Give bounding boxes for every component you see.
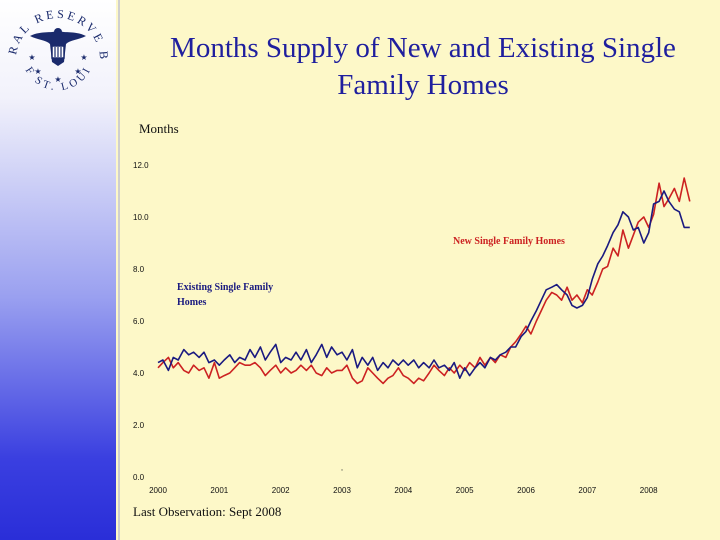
y-tick-label: 2.0	[133, 421, 145, 430]
x-tick-label: 2007	[578, 486, 596, 495]
title-line-2: Family Homes	[337, 69, 509, 101]
svg-text:★: ★	[34, 67, 41, 76]
existing-homes-label: Existing Single Family	[177, 282, 273, 293]
stray-mark: .	[341, 463, 344, 474]
existing-homes-line	[157, 190, 690, 379]
x-tick-labels: 2000 2001 2002 2003 2004 2005 2006 2007 2008	[149, 486, 658, 495]
y-tick-label: 6.0	[133, 317, 145, 326]
y-tick-label: 8.0	[133, 265, 145, 274]
y-tick-label: 4.0	[133, 369, 145, 378]
last-observation-note: Last Observation: Sept 2008	[133, 504, 282, 519]
y-axis-label: Months	[139, 121, 179, 136]
x-tick-label: 2000	[149, 486, 167, 495]
x-tick-label: 2005	[456, 486, 474, 495]
eagle-icon	[30, 28, 86, 66]
y-tick-label: 0.0	[133, 473, 145, 482]
x-tick-label: 2002	[272, 486, 290, 495]
y-tick-labels: 0.0 2.0 4.0 6.0 8.0 10.0 12.0	[133, 161, 149, 482]
y-tick-label: 12.0	[133, 161, 149, 170]
svg-text:★: ★	[54, 75, 61, 84]
title-line-1: Months Supply of New and Existing Single	[170, 32, 676, 64]
sidebar-divider	[118, 0, 120, 540]
svg-text:★: ★	[80, 53, 87, 62]
x-tick-label: 2008	[640, 486, 658, 495]
sidebar-gradient: FEDERAL RESERVE BANK OF ST. LOUIS ★ ★ ★ …	[0, 0, 116, 540]
series-lines	[157, 177, 691, 385]
x-tick-label: 2001	[210, 486, 228, 495]
new-homes-label: New Single Family Homes	[453, 236, 565, 247]
x-tick-label: 2004	[394, 486, 412, 495]
star-icons: ★ ★ ★ ★ ★	[28, 53, 87, 84]
existing-homes-label: Homes	[177, 297, 207, 308]
y-tick-label: 10.0	[133, 213, 149, 222]
x-tick-label: 2003	[333, 486, 351, 495]
x-tick-label: 2006	[517, 486, 535, 495]
svg-text:★: ★	[74, 67, 81, 76]
new-homes-line	[157, 177, 691, 385]
federal-reserve-seal: FEDERAL RESERVE BANK OF ST. LOUIS ★ ★ ★ …	[2, 0, 108, 93]
series-labels: Existing Single Family Homes New Single Fa…	[177, 236, 565, 308]
slide-title: Months Supply of New and Existing Single…	[128, 30, 718, 104]
svg-text:★: ★	[28, 53, 35, 62]
